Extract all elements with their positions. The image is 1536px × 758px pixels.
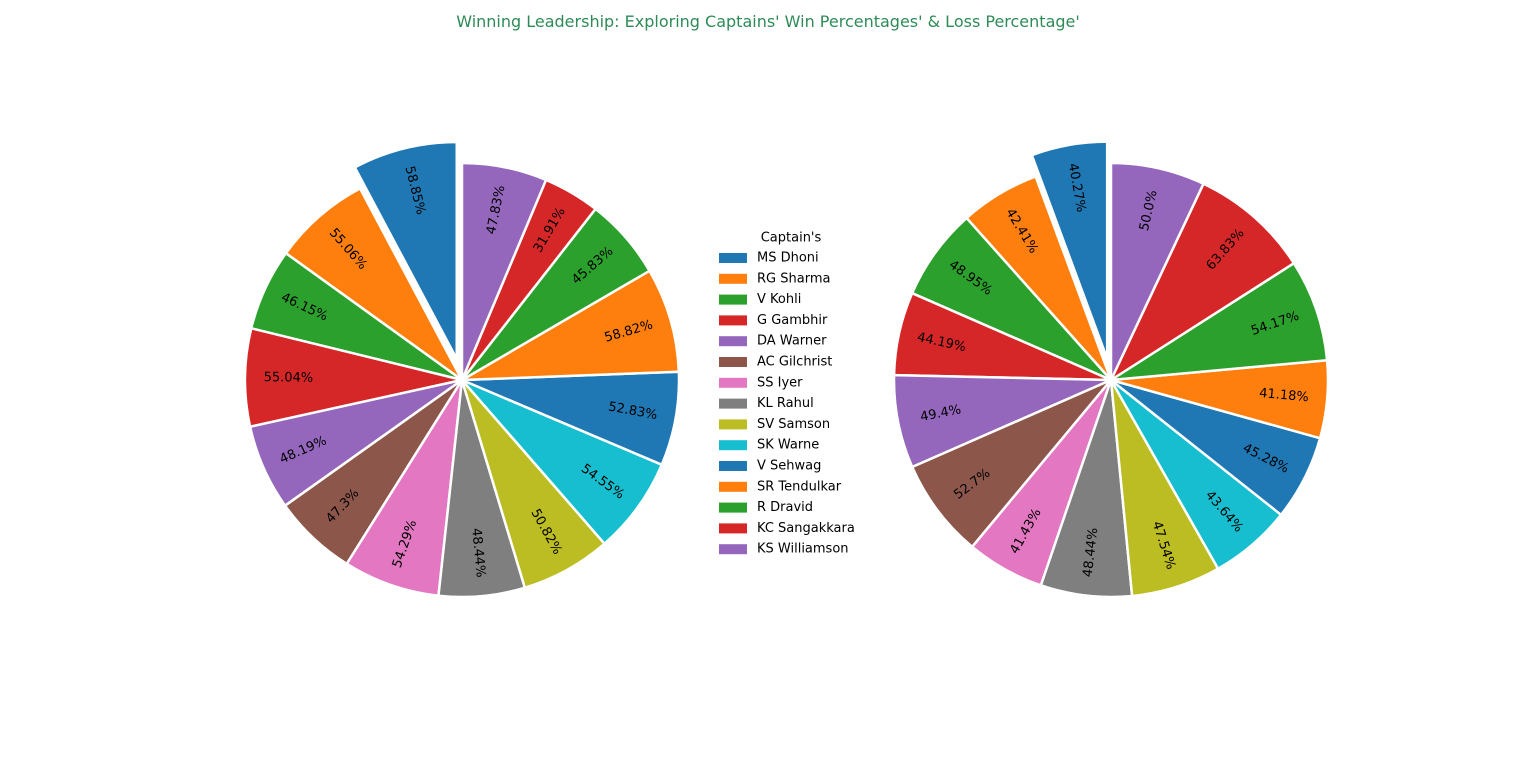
legend-entry-label: DA Warner <box>757 334 827 349</box>
legend-swatch <box>719 440 747 451</box>
pie-slice-kc-sangakkara <box>1109 182 1296 382</box>
pie-slice-sk-warne <box>460 378 664 545</box>
legend: Captain's MS Dhoni RG Sharma V Kohli G Gambh… <box>719 231 855 557</box>
legend-swatch <box>719 523 747 534</box>
legend-swatch <box>719 481 747 492</box>
chart-title: Winning Leadership: Exploring Captains' … <box>456 12 1080 31</box>
pie-slice-g-gambhir <box>243 327 464 428</box>
legend-swatch <box>719 253 747 263</box>
pie-slice-sr-tendulkar <box>460 269 681 382</box>
legend-swatch <box>719 544 747 555</box>
legend-swatch <box>719 273 747 284</box>
legend-swatch <box>719 419 747 430</box>
legend-swatch <box>719 502 747 513</box>
pie-slice-r-dravid <box>1109 261 1329 382</box>
slice-label: 41.18% <box>1259 386 1310 405</box>
legend-swatch <box>719 398 747 409</box>
pie-chart-2: 40.27%42.41%48.95%44.19%49.4%52.7%41.43%… <box>892 140 1330 599</box>
legend-entry-label: KC Sangakkara <box>757 521 855 536</box>
legend-entry-label: V Kohli <box>757 292 801 307</box>
legend-entry-label: RG Sharma <box>757 271 830 286</box>
legend-entry-label: R Dravid <box>757 500 813 515</box>
legend-entry-label: MS Dhoni <box>757 251 819 266</box>
legend-entry-label: KS Williamson <box>757 542 849 557</box>
legend-entry-label: SV Samson <box>757 417 830 432</box>
legend-swatch <box>719 294 747 305</box>
pie-slice-ks-williamson <box>460 161 548 382</box>
legend-entry-label: SR Tendulkar <box>757 479 842 494</box>
legend-swatch <box>719 315 747 326</box>
pie-chart-1: 58.85%55.06%46.15%55.04%48.19%47.3%54.29… <box>243 140 681 599</box>
legend-entry-label: V Sehwag <box>757 459 821 474</box>
legend-swatch <box>719 357 747 367</box>
legend-title: Captain's <box>761 231 822 246</box>
legend-entry-label: SS Iyer <box>757 375 803 390</box>
legend-entry-label: KL Rahul <box>757 396 814 411</box>
legend-entry-label: G Gambhir <box>757 313 828 328</box>
slice-label: 48.44% <box>1081 527 1102 578</box>
legend-entry-label: AC Gilchrist <box>757 355 832 370</box>
pie-slice-ms-dhoni <box>1030 140 1109 360</box>
pie-slice-ac-gilchrist <box>910 378 1113 549</box>
legend-swatch <box>719 336 747 347</box>
pie-slice-ks-williamson <box>1109 161 1205 382</box>
legend-swatch <box>719 377 747 388</box>
slice-label: 55.04% <box>264 370 314 386</box>
legend-swatch <box>719 461 747 471</box>
slice-label: 48.44% <box>468 527 488 578</box>
legend-entry-label: SK Warne <box>757 438 819 453</box>
pie-slice-rg-sharma <box>284 187 464 382</box>
pie-slice-ms-dhoni <box>353 140 458 361</box>
